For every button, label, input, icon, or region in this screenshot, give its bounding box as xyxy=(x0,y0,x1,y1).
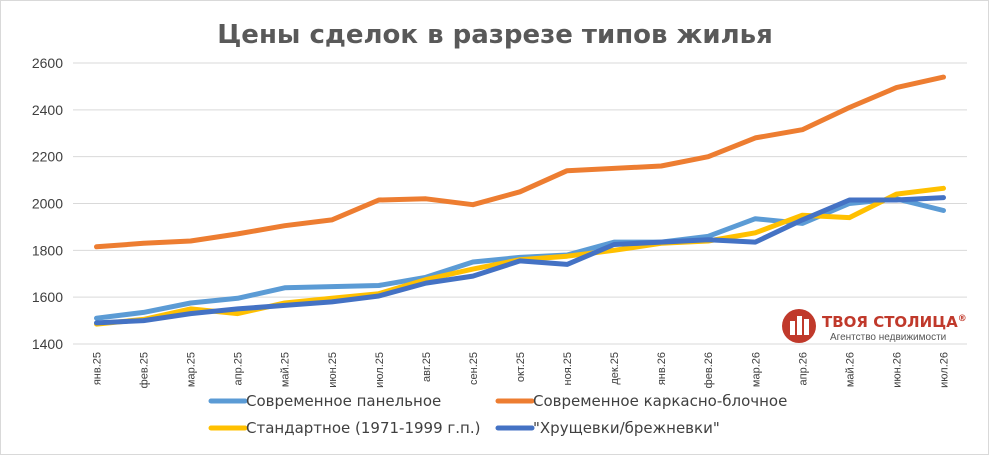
chart-title: Цены сделок в разрезе типов жилья xyxy=(217,20,773,50)
x-tick-label: май.26 xyxy=(844,352,856,387)
x-axis-ticks: янв.25 фев.25 мар.25 апр.25 май.25 июн.25 июл.… xyxy=(92,352,951,388)
y-tick-label: 1800 xyxy=(32,242,63,258)
x-tick-label: июн.25 xyxy=(327,352,339,388)
x-tick-label: янв.25 xyxy=(92,352,104,385)
y-tick-label: 2400 xyxy=(32,102,63,118)
x-tick-label: апр.26 xyxy=(797,352,809,385)
legend-label: Стандартное (1971-1999 г.п.) xyxy=(246,419,480,437)
x-tick-label: авг.25 xyxy=(421,352,433,382)
x-tick-label: май.25 xyxy=(280,352,292,387)
x-tick-label: июл.25 xyxy=(374,352,386,388)
logo-name: ТВОЯ СТОЛИЦА® xyxy=(822,313,967,331)
x-tick-label: фев.25 xyxy=(139,352,151,388)
x-tick-label: сен.25 xyxy=(468,352,480,385)
x-tick-label: июл.26 xyxy=(938,352,950,388)
legend-label: Современное панельное xyxy=(246,392,441,410)
logo-building-bar xyxy=(790,321,795,335)
x-tick-label: янв.26 xyxy=(656,352,668,385)
y-tick-label: 2200 xyxy=(32,149,63,165)
y-tick-label: 2600 xyxy=(32,55,63,71)
x-tick-label: окт.25 xyxy=(515,352,527,382)
y-axis-ticks: 1400 1600 1800 2000 2200 2400 2600 xyxy=(32,55,63,352)
legend: Современное панельное Современное каркасн… xyxy=(208,392,787,437)
x-tick-label: апр.25 xyxy=(233,352,245,385)
series-lines xyxy=(94,74,946,327)
x-tick-label: июн.26 xyxy=(891,352,903,388)
x-tick-label: мар.25 xyxy=(186,352,198,387)
x-tick-label: ноя.25 xyxy=(562,352,574,385)
logo-tagline: Агентство недвижимости xyxy=(830,332,946,343)
y-tick-label: 2000 xyxy=(32,196,63,212)
series-line xyxy=(94,74,946,250)
legend-label: Современное каркасно-блочное xyxy=(533,392,787,410)
brand-logo: ТВОЯ СТОЛИЦА® Агентство недвижимости xyxy=(782,309,967,343)
y-tick-label: 1400 xyxy=(32,336,63,352)
y-tick-label: 1600 xyxy=(32,289,63,305)
x-tick-label: мар.26 xyxy=(750,352,762,387)
logo-building-bar xyxy=(804,319,809,335)
legend-label: "Хрущевки/брежневки" xyxy=(533,419,720,437)
x-tick-label: дек.25 xyxy=(609,352,621,385)
logo-building-bar xyxy=(797,316,802,335)
series-line xyxy=(94,195,946,326)
x-tick-label: фев.26 xyxy=(703,352,715,388)
gridlines xyxy=(73,62,967,345)
